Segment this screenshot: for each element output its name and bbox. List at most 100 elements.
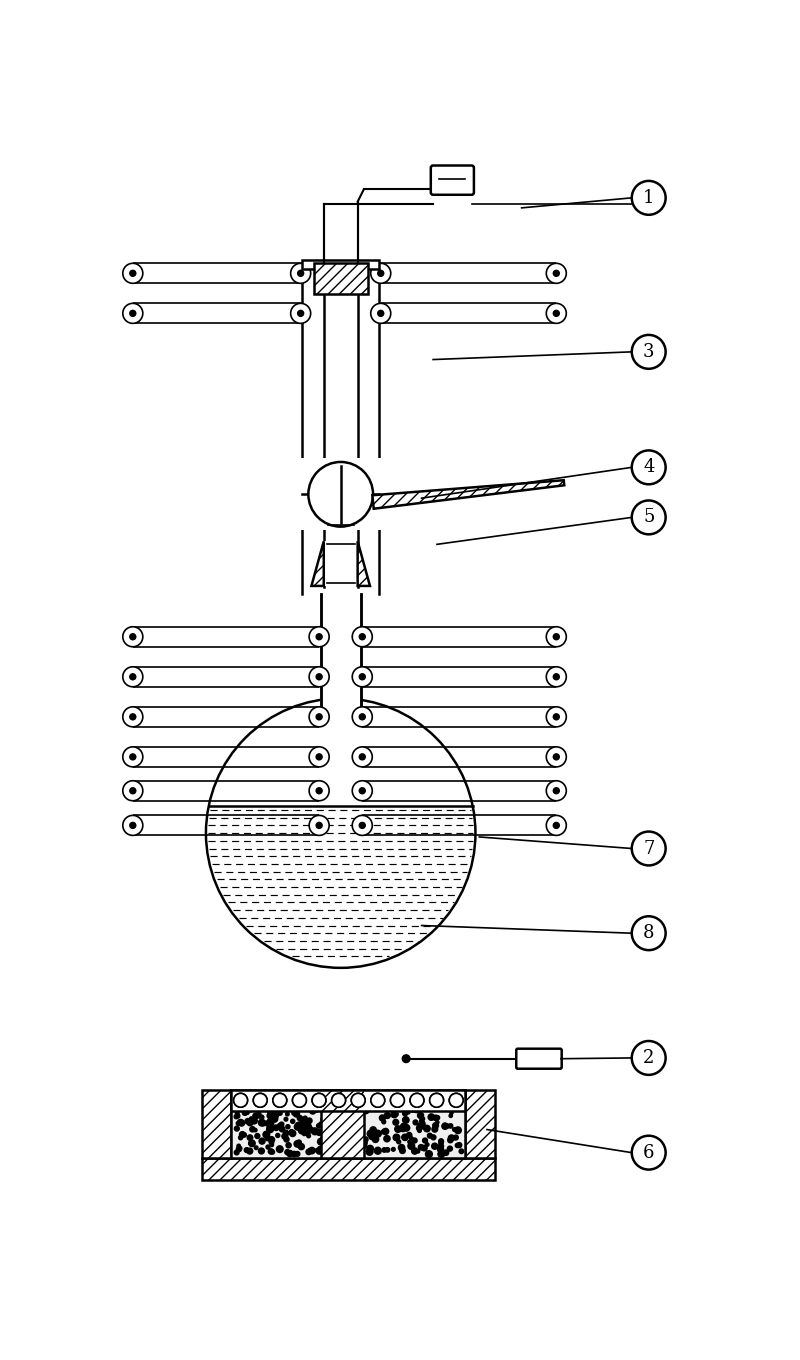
Circle shape xyxy=(386,1148,390,1152)
Circle shape xyxy=(286,1103,291,1108)
Circle shape xyxy=(298,1115,302,1121)
Circle shape xyxy=(454,1136,458,1140)
Circle shape xyxy=(554,271,559,276)
Circle shape xyxy=(235,1111,239,1115)
Circle shape xyxy=(454,1127,462,1134)
Circle shape xyxy=(234,1126,239,1132)
Circle shape xyxy=(342,1122,348,1129)
Circle shape xyxy=(317,1149,322,1155)
Circle shape xyxy=(349,1093,355,1100)
Circle shape xyxy=(282,1133,288,1140)
Circle shape xyxy=(330,1140,336,1145)
Circle shape xyxy=(345,1103,348,1107)
Circle shape xyxy=(316,787,322,794)
Circle shape xyxy=(309,666,329,687)
Circle shape xyxy=(421,1145,425,1151)
Circle shape xyxy=(326,1142,330,1146)
Circle shape xyxy=(247,1119,253,1126)
Circle shape xyxy=(350,1114,354,1118)
Circle shape xyxy=(319,1148,323,1152)
Circle shape xyxy=(317,1123,321,1127)
Bar xyxy=(202,1159,494,1179)
Circle shape xyxy=(305,1123,311,1130)
Circle shape xyxy=(284,1118,288,1121)
Circle shape xyxy=(295,1122,302,1129)
Circle shape xyxy=(350,1102,354,1106)
Circle shape xyxy=(303,1121,307,1125)
Circle shape xyxy=(429,1099,435,1104)
Circle shape xyxy=(453,1127,456,1132)
Circle shape xyxy=(378,271,384,276)
Circle shape xyxy=(244,1148,249,1152)
Circle shape xyxy=(546,816,566,835)
Circle shape xyxy=(251,1118,258,1123)
Circle shape xyxy=(286,1142,291,1148)
Circle shape xyxy=(279,1122,284,1126)
Circle shape xyxy=(424,1125,430,1132)
Circle shape xyxy=(554,673,559,680)
Text: 1: 1 xyxy=(643,189,654,207)
Circle shape xyxy=(326,1093,333,1099)
Circle shape xyxy=(546,264,566,283)
Circle shape xyxy=(286,1103,291,1107)
Circle shape xyxy=(382,1107,386,1111)
Circle shape xyxy=(302,1132,306,1136)
Circle shape xyxy=(445,1125,449,1129)
Circle shape xyxy=(319,1103,324,1107)
Circle shape xyxy=(337,1121,342,1125)
Circle shape xyxy=(288,1104,292,1108)
Circle shape xyxy=(324,1126,328,1130)
Circle shape xyxy=(237,1099,241,1103)
Bar xyxy=(301,458,381,530)
Circle shape xyxy=(347,1102,351,1106)
Circle shape xyxy=(283,1130,289,1136)
Circle shape xyxy=(334,1137,340,1142)
Circle shape xyxy=(374,1148,382,1155)
Circle shape xyxy=(122,816,143,835)
Circle shape xyxy=(309,816,329,835)
Circle shape xyxy=(441,1102,445,1106)
Circle shape xyxy=(316,753,322,760)
Circle shape xyxy=(455,1103,462,1110)
Circle shape xyxy=(327,1098,330,1102)
Circle shape xyxy=(391,1111,398,1118)
Circle shape xyxy=(318,1122,323,1127)
Circle shape xyxy=(430,1093,443,1107)
Circle shape xyxy=(245,1095,251,1100)
Circle shape xyxy=(554,753,559,760)
Circle shape xyxy=(320,1149,324,1153)
Circle shape xyxy=(250,1117,253,1121)
Circle shape xyxy=(632,450,666,484)
Circle shape xyxy=(308,1149,312,1152)
Circle shape xyxy=(427,1133,432,1138)
Circle shape xyxy=(359,787,366,794)
Text: 7: 7 xyxy=(643,839,654,858)
Circle shape xyxy=(340,1102,344,1104)
Circle shape xyxy=(254,1129,257,1132)
Circle shape xyxy=(450,1093,463,1107)
Circle shape xyxy=(301,1098,305,1102)
Circle shape xyxy=(261,1098,264,1100)
Circle shape xyxy=(414,1108,418,1112)
Circle shape xyxy=(356,1140,360,1144)
Circle shape xyxy=(346,1110,351,1117)
Circle shape xyxy=(234,1093,247,1107)
Circle shape xyxy=(546,747,566,767)
Bar xyxy=(320,590,362,725)
Circle shape xyxy=(416,1098,420,1103)
Circle shape xyxy=(326,1108,330,1114)
Circle shape xyxy=(206,698,475,968)
Circle shape xyxy=(450,1093,463,1107)
Circle shape xyxy=(267,1112,274,1118)
Circle shape xyxy=(264,1121,269,1126)
Circle shape xyxy=(390,1093,404,1107)
Circle shape xyxy=(311,1127,318,1134)
Circle shape xyxy=(433,1122,438,1129)
Circle shape xyxy=(435,1115,440,1119)
Circle shape xyxy=(356,1134,362,1140)
Circle shape xyxy=(261,1103,267,1110)
Circle shape xyxy=(272,1104,277,1111)
Circle shape xyxy=(122,707,143,726)
Circle shape xyxy=(438,1151,444,1157)
Circle shape xyxy=(408,1140,411,1144)
